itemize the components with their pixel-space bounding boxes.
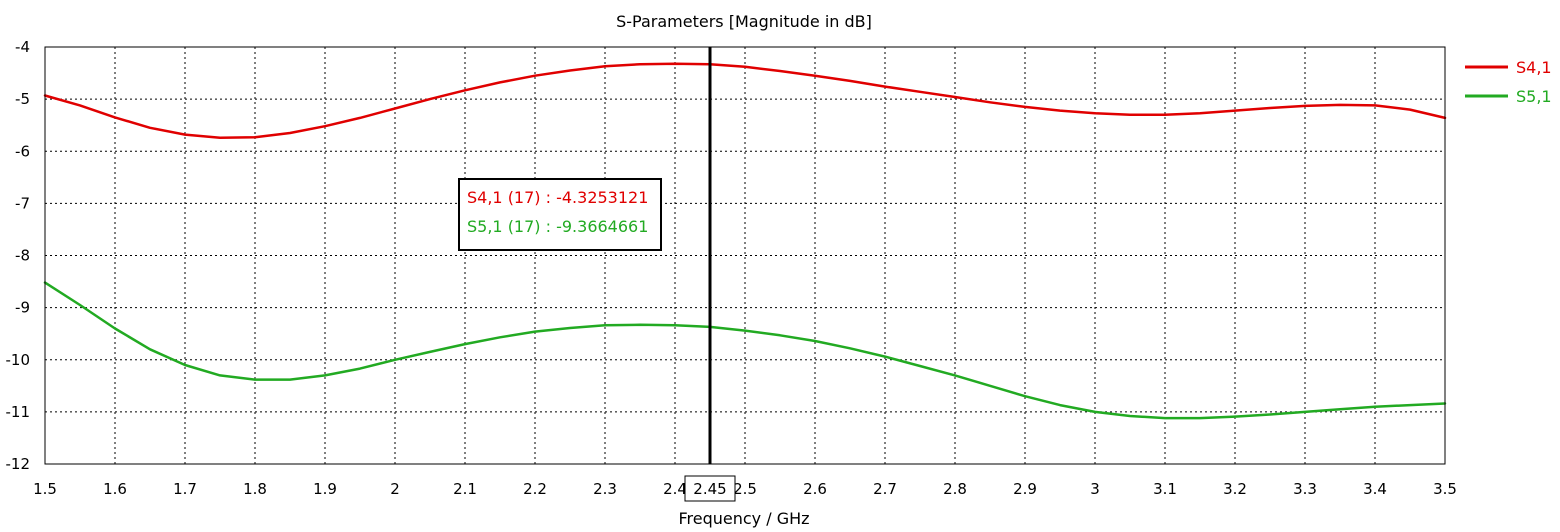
series-lines: [43, 62, 1447, 420]
plot-area-frame: [44, 46, 1446, 465]
x-tick-label: 2.4: [663, 480, 687, 498]
x-tick-label: 2.6: [803, 480, 827, 498]
y-tick-label: -4: [15, 38, 30, 56]
x-tick-label: 3.1: [1153, 480, 1177, 498]
x-tick-label: 1.9: [313, 480, 337, 498]
y-axis-ticks: -4 -5 -6 -7 -8 -9 -10 -11 -12: [6, 38, 31, 473]
x-tick-label: 3.4: [1363, 480, 1387, 498]
x-tick-label: 3.5: [1433, 480, 1457, 498]
marker[interactable]: 2.45 S4,1 (17) : -4.3253121 S5,1 (17) : -9…: [458, 47, 736, 502]
x-tick-label: 3.2: [1223, 480, 1247, 498]
x-axis-label: Frequency / GHz: [678, 509, 809, 528]
y-tick-label: -6: [15, 142, 30, 160]
y-tick-label: -10: [6, 351, 31, 369]
x-tick-label: 2.7: [873, 480, 897, 498]
marker-x-label: 2.45: [693, 480, 726, 498]
legend: S4,1 S5,1: [1465, 58, 1552, 106]
y-tick-label: -8: [15, 247, 30, 265]
x-tick-label: 2.9: [1013, 480, 1037, 498]
x-tick-label: 3.3: [1293, 480, 1317, 498]
x-tick-label: 2.3: [593, 480, 617, 498]
chart-title: S-Parameters [Magnitude in dB]: [616, 12, 872, 31]
x-tick-label: 2.1: [453, 480, 477, 498]
series-line-S51: [43, 281, 1447, 420]
y-tick-label: -5: [15, 90, 30, 108]
x-tick-label: 1.7: [173, 480, 197, 498]
x-tick-label: 1.5: [33, 480, 57, 498]
legend-label: S4,1: [1516, 58, 1552, 77]
marker-x-box[interactable]: [684, 475, 736, 502]
marker-readout-line: S5,1 (17) : -9.3664661: [467, 217, 648, 236]
legend-label: S5,1: [1516, 87, 1552, 106]
x-tick-label: 2.5: [733, 480, 757, 498]
x-tick-label: 1.6: [103, 480, 127, 498]
series-line-S41: [43, 62, 1447, 139]
x-tick-label: 3: [1090, 480, 1100, 498]
y-tick-label: -12: [6, 455, 31, 473]
y-tick-label: -11: [6, 403, 31, 421]
y-tick-label: -9: [15, 299, 30, 317]
x-tick-label: 2: [390, 480, 400, 498]
marker-readout-line: S4,1 (17) : -4.3253121: [467, 188, 648, 207]
y-tick-label: -7: [15, 194, 30, 212]
x-tick-label: 2.8: [943, 480, 967, 498]
marker-readout-box: [458, 178, 662, 251]
x-tick-label: 1.8: [243, 480, 267, 498]
x-tick-label: 2.2: [523, 480, 547, 498]
x-axis-ticks: 1.5 1.6 1.7 1.8 1.9 2 2.1 2.2 2.3 2.4 2.5 2.6 2.7 2.8…: [33, 480, 1457, 498]
